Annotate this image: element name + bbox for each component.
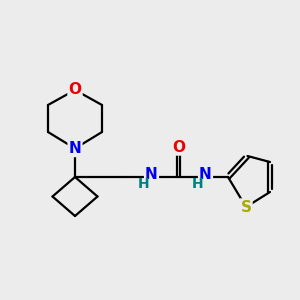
Text: N: N [69, 141, 81, 156]
Text: O: O [172, 140, 185, 154]
Text: N: N [145, 167, 158, 182]
Text: H: H [191, 178, 203, 191]
Text: O: O [68, 82, 82, 98]
Text: N: N [199, 167, 212, 182]
Text: H: H [137, 177, 149, 190]
Text: S: S [241, 200, 251, 214]
